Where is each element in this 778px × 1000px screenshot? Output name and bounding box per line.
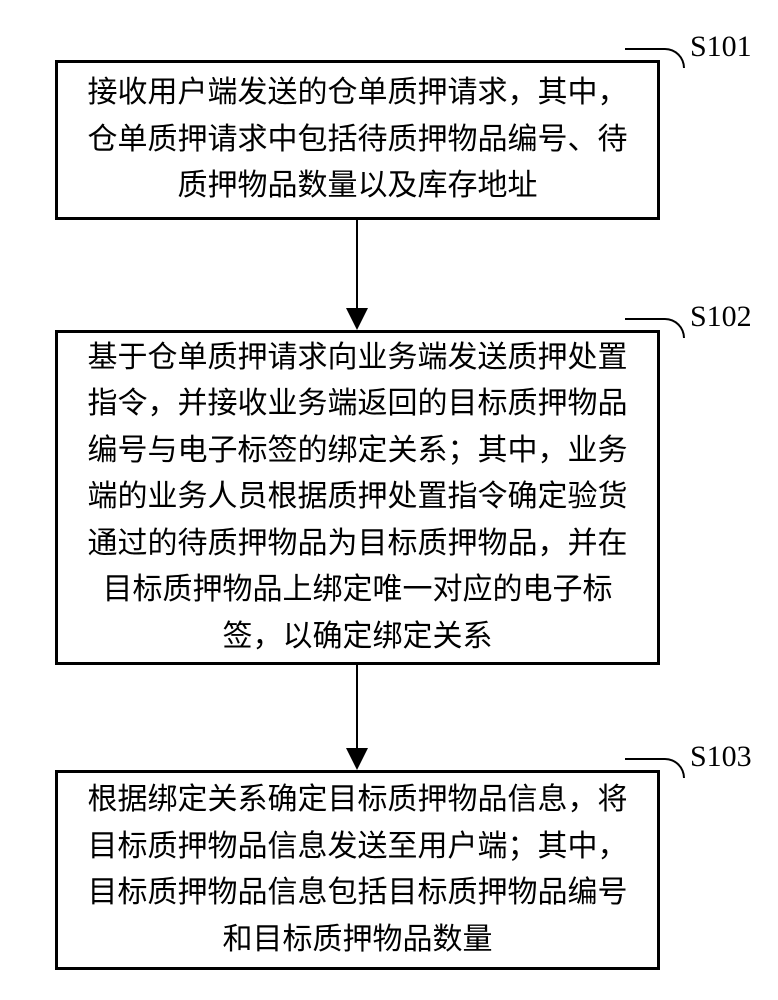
- arrow-head-icon: [346, 748, 368, 770]
- flow-step-text: 接收用户端发送的仓单质押请求，其中，仓单质押请求中包括待质押物品编号、待质押物品…: [76, 70, 639, 210]
- flowchart-canvas: 接收用户端发送的仓单质押请求，其中，仓单质押请求中包括待质押物品编号、待质押物品…: [0, 0, 778, 1000]
- flow-step-text: 根据绑定关系确定目标质押物品信息，将目标质押物品信息发送至用户端；其中，目标质押…: [76, 777, 639, 963]
- step-connector-s103: [625, 758, 685, 778]
- flow-step-text: 基于仓单质押请求向业务端发送质押处置指令，并接收业务端返回的目标质押物品编号与电…: [76, 335, 639, 661]
- flow-step-s103: 根据绑定关系确定目标质押物品信息，将目标质押物品信息发送至用户端；其中，目标质押…: [55, 770, 660, 970]
- step-label-s103: S103: [690, 740, 752, 774]
- step-connector-s101: [625, 48, 685, 68]
- arrow-line-s102-s103: [356, 665, 358, 748]
- arrow-line-s101-s102: [356, 220, 358, 308]
- step-label-s101: S101: [690, 30, 752, 64]
- step-connector-s102: [625, 318, 685, 338]
- arrow-head-icon: [346, 308, 368, 330]
- flow-step-s101: 接收用户端发送的仓单质押请求，其中，仓单质押请求中包括待质押物品编号、待质押物品…: [55, 60, 660, 220]
- flow-step-s102: 基于仓单质押请求向业务端发送质押处置指令，并接收业务端返回的目标质押物品编号与电…: [55, 330, 660, 665]
- step-label-s102: S102: [690, 300, 752, 334]
